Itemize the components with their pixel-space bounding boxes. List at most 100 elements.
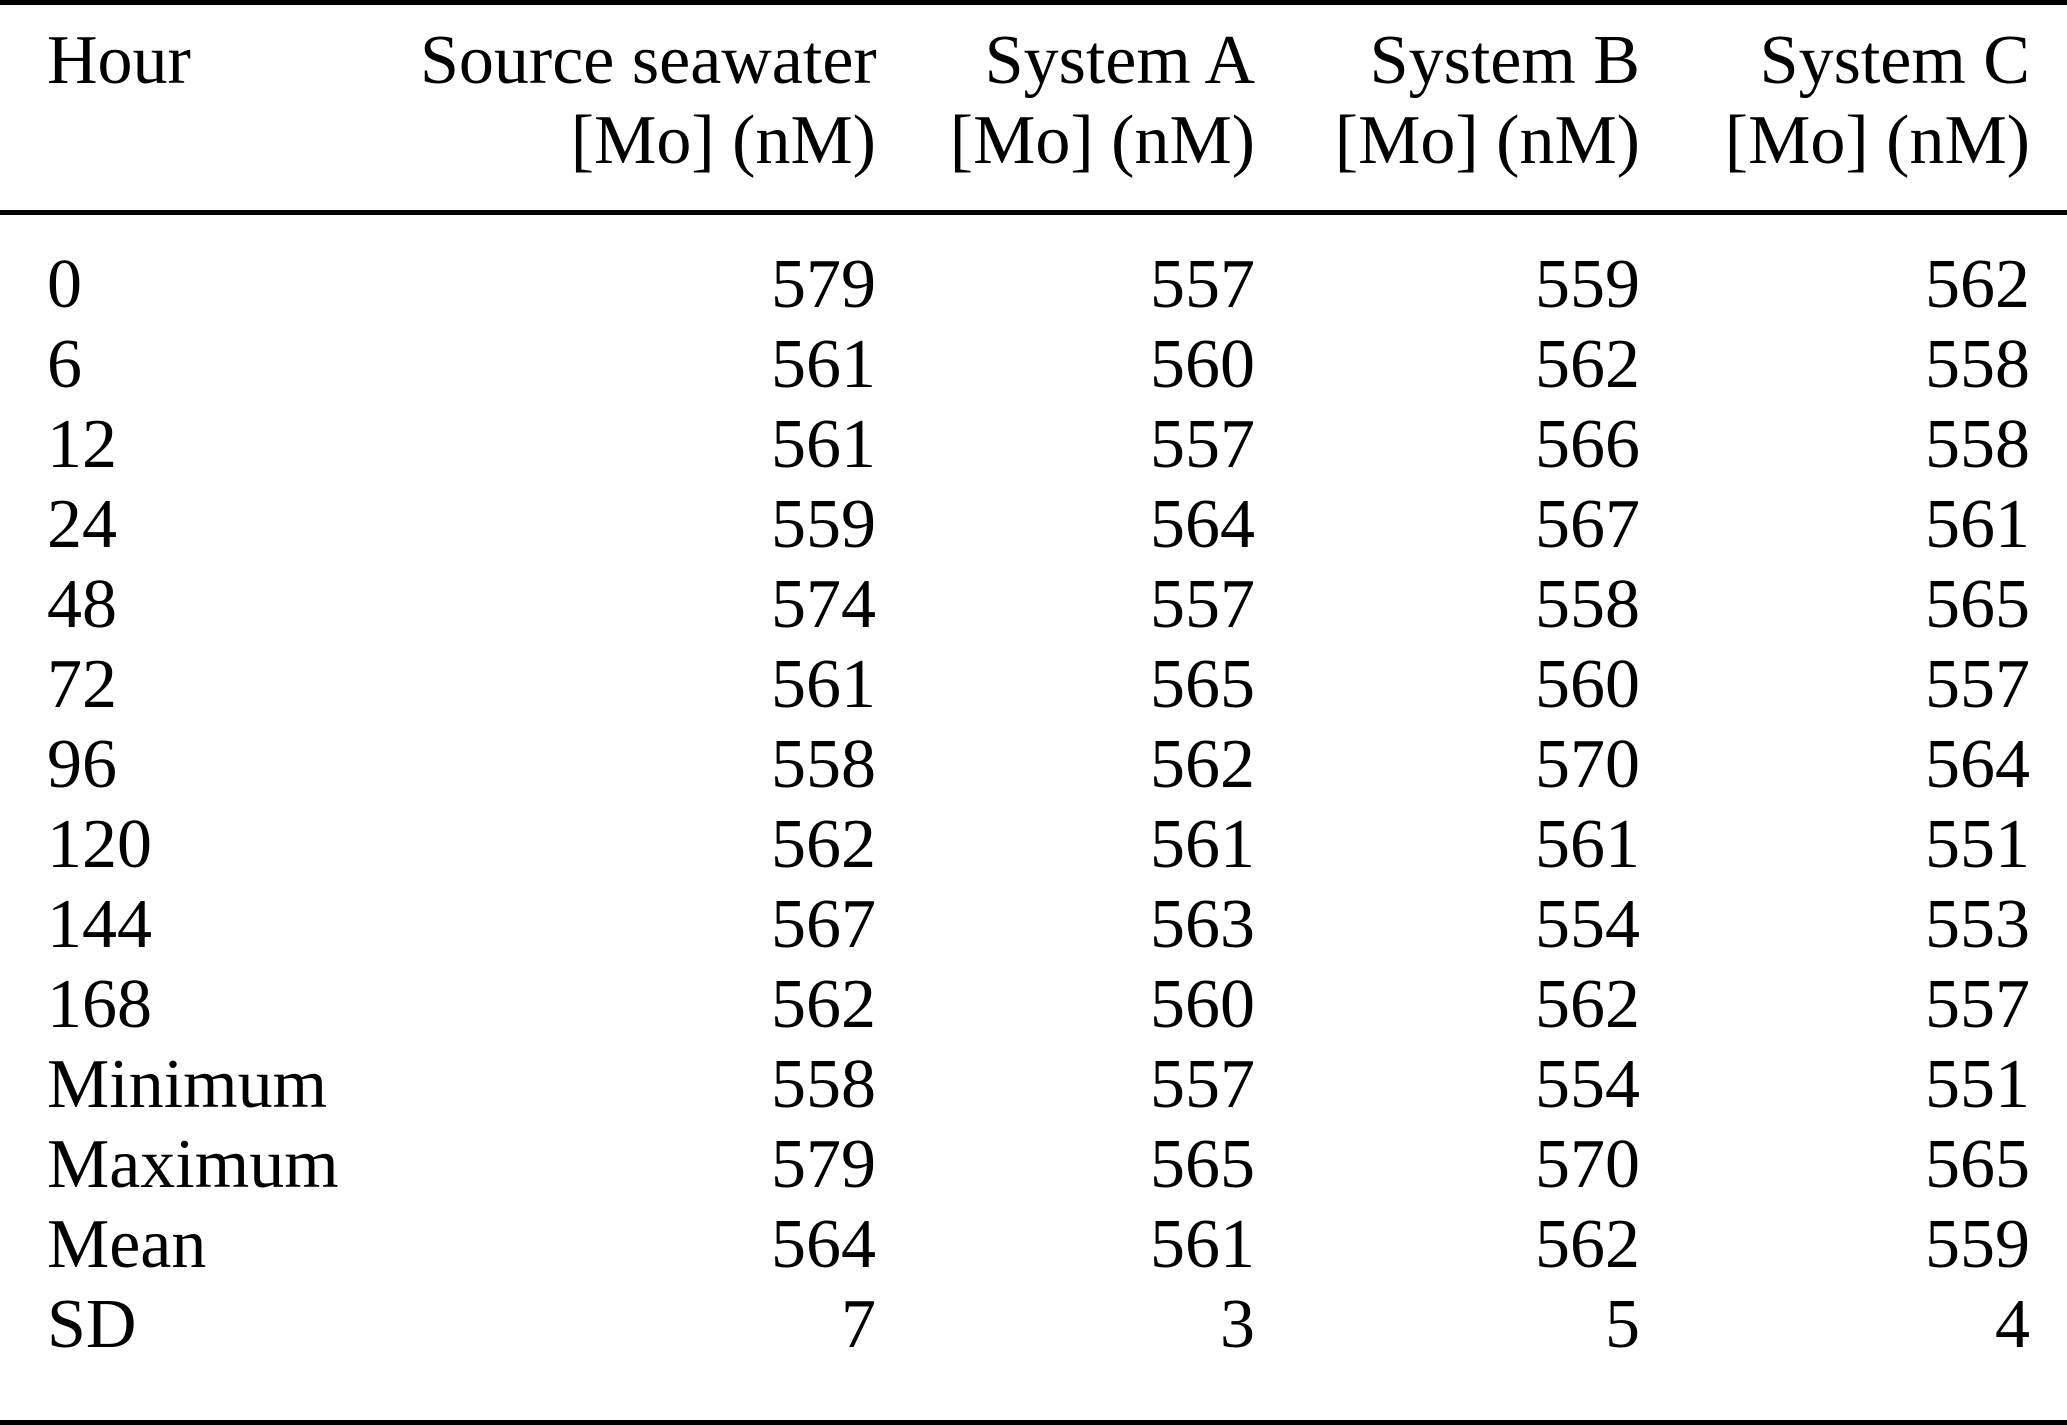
cell-value: 551 xyxy=(1925,806,2030,883)
cell-value: 566 xyxy=(1535,406,1640,483)
cell-value: 570 xyxy=(1535,726,1640,803)
cell-value: 558 xyxy=(1535,566,1640,643)
cell-value: 551 xyxy=(1925,1046,2030,1123)
mo-concentration-table: Hour Source seawater [Mo] (nM) System A … xyxy=(0,5,2067,1365)
cell-value: 554 xyxy=(1535,886,1640,963)
header-source-line1: Source seawater xyxy=(420,22,877,99)
row-label: 24 xyxy=(47,486,117,563)
cell-value: 557 xyxy=(1150,566,1255,643)
table-row: Minimum 558 557 554 551 xyxy=(0,1045,2067,1125)
cell-value: 570 xyxy=(1535,1126,1640,1203)
header-source-line2: [Mo] (nM) xyxy=(570,102,876,179)
cell-value: 567 xyxy=(1535,486,1640,563)
cell-value: 557 xyxy=(1150,1046,1255,1123)
row-label: Maximum xyxy=(47,1126,339,1203)
cell-value: 562 xyxy=(1150,726,1255,803)
cell-value: 553 xyxy=(1925,886,2030,963)
header-row: Hour Source seawater [Mo] (nM) System A … xyxy=(0,5,2067,213)
cell-value: 5 xyxy=(1605,1286,1640,1363)
cell-value: 558 xyxy=(771,726,876,803)
table-row: 24 559 564 567 561 xyxy=(0,485,2067,565)
header-system-a-line2: [Mo] (nM) xyxy=(949,102,1255,179)
cell-value: 557 xyxy=(1150,246,1255,323)
cell-value: 562 xyxy=(771,966,876,1043)
cell-value: 558 xyxy=(1925,326,2030,403)
header-system-b-line1: System B xyxy=(1369,22,1640,99)
cell-value: 558 xyxy=(1925,406,2030,483)
cell-value: 561 xyxy=(771,646,876,723)
header-system-b-line2: [Mo] (nM) xyxy=(1334,102,1640,179)
cell-value: 565 xyxy=(1150,646,1255,723)
header-hour: Hour xyxy=(0,5,420,213)
cell-value: 579 xyxy=(771,246,876,323)
cell-value: 554 xyxy=(1535,1046,1640,1123)
header-system-c-line1: System C xyxy=(1759,22,2030,99)
cell-value: 564 xyxy=(1150,486,1255,563)
table-row: 144 567 563 554 553 xyxy=(0,885,2067,965)
table-row: 96 558 562 570 564 xyxy=(0,725,2067,805)
cell-value: 565 xyxy=(1150,1126,1255,1203)
table-body: 0 579 557 559 562 6 561 560 562 558 12 561 557 566 558… xyxy=(0,213,2067,1366)
cell-value: 561 xyxy=(771,326,876,403)
header-hour-line1: Hour xyxy=(47,22,191,99)
cell-value: 562 xyxy=(1535,1206,1640,1283)
cell-value: 567 xyxy=(771,886,876,963)
row-label: 144 xyxy=(47,886,152,963)
cell-value: 562 xyxy=(1535,326,1640,403)
cell-value: 560 xyxy=(1150,966,1255,1043)
cell-value: 564 xyxy=(771,1206,876,1283)
row-label: 168 xyxy=(47,966,152,1043)
cell-value: 559 xyxy=(1535,246,1640,323)
header-system-a-line1: System A xyxy=(984,22,1255,99)
cell-value: 559 xyxy=(1925,1206,2030,1283)
table-row: 12 561 557 566 558 xyxy=(0,405,2067,485)
cell-value: 4 xyxy=(1995,1286,2030,1363)
header-system-b: System B [Mo] (nM) xyxy=(1255,5,1640,213)
header-system-c: System C [Mo] (nM) xyxy=(1640,5,2067,213)
cell-value: 561 xyxy=(1150,1206,1255,1283)
row-label: Minimum xyxy=(47,1046,328,1123)
cell-value: 559 xyxy=(771,486,876,563)
header-source-seawater: Source seawater [Mo] (nM) xyxy=(420,5,877,213)
header-system-c-line2: [Mo] (nM) xyxy=(1724,102,2030,179)
table-row: 0 579 557 559 562 xyxy=(0,213,2067,326)
cell-value: 557 xyxy=(1925,646,2030,723)
cell-value: 558 xyxy=(771,1046,876,1123)
row-label: 0 xyxy=(47,246,82,323)
cell-value: 565 xyxy=(1925,566,2030,643)
cell-value: 562 xyxy=(1925,246,2030,323)
cell-value: 564 xyxy=(1925,726,2030,803)
cell-value: 574 xyxy=(771,566,876,643)
header-system-a: System A [Mo] (nM) xyxy=(876,5,1255,213)
cell-value: 560 xyxy=(1150,326,1255,403)
header-hour-line2 xyxy=(47,101,420,181)
table-row: Maximum 579 565 570 565 xyxy=(0,1125,2067,1205)
table-row: SD 7 3 5 4 xyxy=(0,1285,2067,1365)
row-label: Mean xyxy=(47,1206,207,1283)
cell-value: 562 xyxy=(771,806,876,883)
row-label: 6 xyxy=(47,326,82,403)
cell-value: 7 xyxy=(841,1286,876,1363)
cell-value: 561 xyxy=(771,406,876,483)
row-label: 96 xyxy=(47,726,117,803)
cell-value: 560 xyxy=(1535,646,1640,723)
cell-value: 562 xyxy=(1535,966,1640,1043)
table-row: 120 562 561 561 551 xyxy=(0,805,2067,885)
row-label: 12 xyxy=(47,406,117,483)
cell-value: 563 xyxy=(1150,886,1255,963)
table-row: Mean 564 561 562 559 xyxy=(0,1205,2067,1285)
cell-value: 3 xyxy=(1220,1286,1255,1363)
cell-value: 565 xyxy=(1925,1126,2030,1203)
cell-value: 561 xyxy=(1150,806,1255,883)
row-label: 120 xyxy=(47,806,152,883)
table-row: 6 561 560 562 558 xyxy=(0,325,2067,405)
table-header: Hour Source seawater [Mo] (nM) System A … xyxy=(0,5,2067,213)
row-label: 72 xyxy=(47,646,117,723)
table-row: 168 562 560 562 557 xyxy=(0,965,2067,1045)
table-row: 72 561 565 560 557 xyxy=(0,645,2067,725)
cell-value: 579 xyxy=(771,1126,876,1203)
cell-value: 557 xyxy=(1150,406,1255,483)
row-label: 48 xyxy=(47,566,117,643)
table-row: 48 574 557 558 565 xyxy=(0,565,2067,645)
